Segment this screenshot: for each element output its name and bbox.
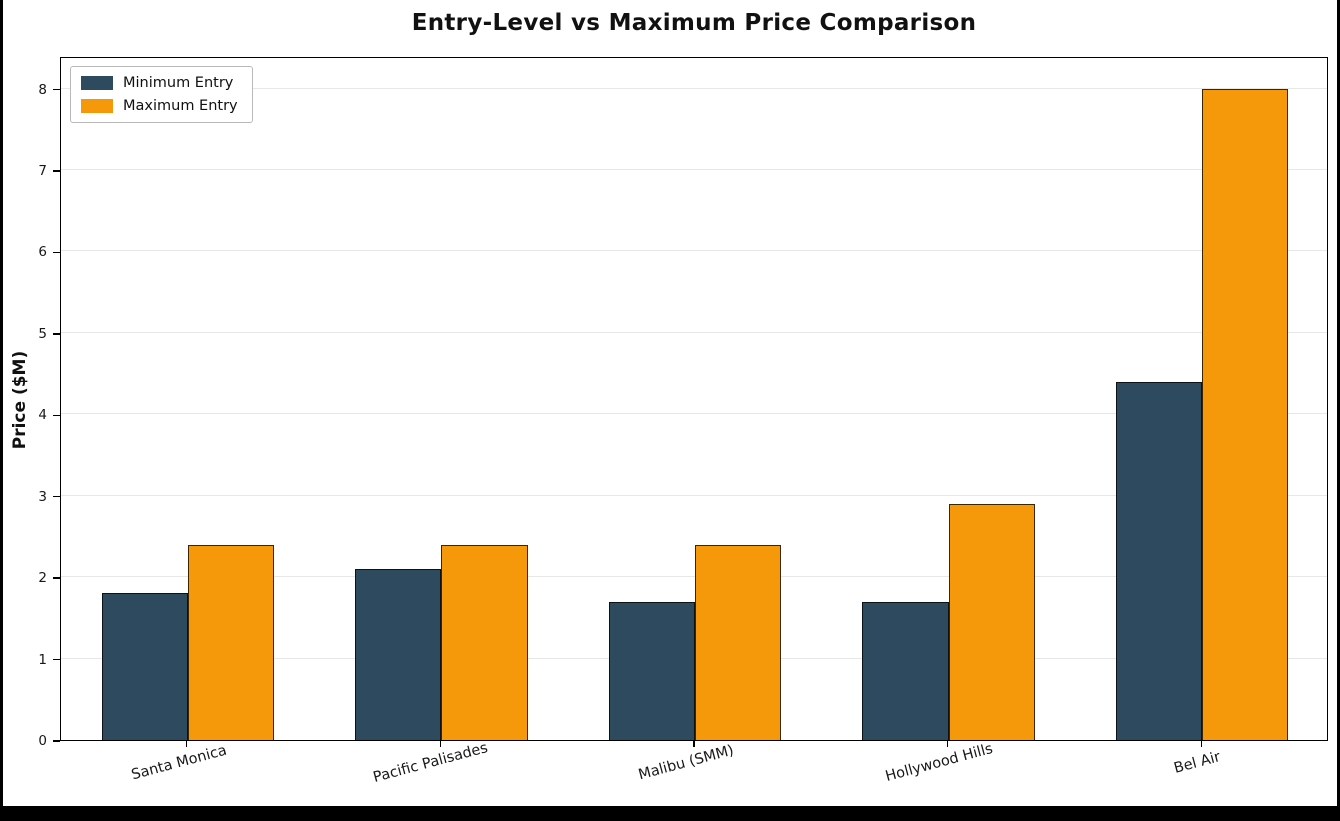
y-axis-label: Price ($M)	[10, 350, 30, 450]
y-tick-mark	[53, 88, 60, 91]
legend-label: Maximum Entry	[123, 98, 238, 114]
bar-minimum-entry-santa-monica	[101, 593, 188, 740]
legend-item: Maximum Entry	[81, 98, 238, 114]
y-tick-label: 8	[38, 81, 47, 98]
gridline	[61, 413, 1327, 415]
x-tick-mark	[439, 741, 442, 747]
legend-swatch	[81, 99, 113, 113]
gridline	[61, 331, 1327, 333]
bar-minimum-entry-pacific-palisades	[355, 569, 442, 740]
y-tick-mark	[53, 251, 60, 254]
bar-maximum-entry-malibu-smm-	[695, 544, 782, 740]
y-tick-mark	[53, 577, 60, 579]
bar-maximum-entry-bel-air	[1202, 88, 1289, 740]
x-tick-label: Malibu (SMM)	[636, 742, 736, 784]
y-tick-label: 0	[38, 733, 47, 749]
y-tick-mark	[53, 170, 60, 172]
y-tick-label: 5	[38, 325, 47, 342]
legend: Minimum Entry Maximum Entry	[70, 66, 253, 123]
x-tick-mark	[186, 741, 188, 747]
figure-canvas: Entry-Level vs Maximum Price Comparison …	[3, 0, 1337, 806]
x-tick-label: Hollywood Hills	[883, 740, 995, 786]
bar-minimum-entry-malibu-smm-	[608, 601, 695, 740]
x-tick-mark	[1200, 741, 1202, 747]
y-tick-mark	[53, 333, 60, 335]
y-tick-mark	[53, 658, 60, 661]
bottom-bar	[0, 806, 1340, 821]
x-tick-mark	[693, 741, 695, 747]
x-tick-mark	[946, 741, 949, 747]
x-tick-label: Pacific Palisades	[371, 740, 490, 786]
gridline	[61, 494, 1327, 496]
gridline	[61, 87, 1327, 89]
y-tick-label: 7	[38, 163, 47, 179]
y-tick-mark	[53, 740, 60, 742]
y-tick-mark	[53, 496, 60, 498]
y-tick-label: 2	[38, 570, 47, 587]
y-tick-label: 1	[38, 651, 47, 668]
y-tick-label: 3	[38, 488, 47, 505]
bar-maximum-entry-hollywood-hills	[948, 503, 1035, 740]
gridline	[61, 169, 1327, 170]
bar-maximum-entry-santa-monica	[187, 544, 275, 740]
legend-label: Minimum Entry	[123, 75, 234, 91]
gridline	[61, 576, 1327, 578]
y-tick-mark	[53, 414, 60, 416]
y-tick-label: 4	[38, 407, 47, 424]
x-tick-label: Bel Air	[1172, 749, 1223, 777]
legend-swatch	[81, 76, 113, 90]
gridline	[61, 250, 1327, 252]
x-tick-label: Santa Monica	[129, 742, 229, 784]
plot-area: Minimum Entry Maximum Entry	[60, 57, 1328, 741]
y-tick-label: 6	[38, 244, 47, 261]
bar-minimum-entry-hollywood-hills	[862, 601, 949, 740]
bar-maximum-entry-pacific-palisades	[441, 544, 528, 740]
bar-minimum-entry-bel-air	[1115, 381, 1203, 740]
chart-title: Entry-Level vs Maximum Price Comparison	[411, 10, 977, 36]
legend-item: Minimum Entry	[81, 75, 238, 91]
